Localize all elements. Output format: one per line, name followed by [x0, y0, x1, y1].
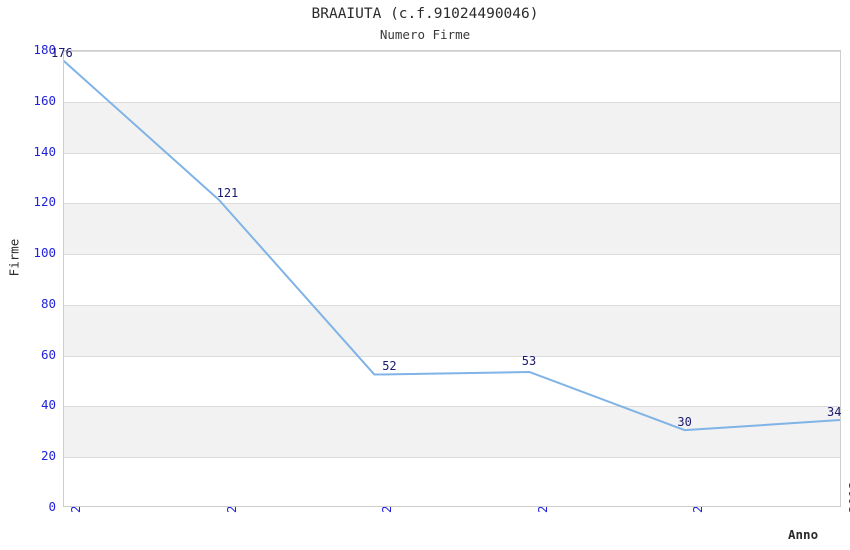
x-axis-title: Anno [788, 527, 819, 542]
grid-band [64, 203, 840, 255]
gridline [64, 152, 840, 154]
y-tick-label: 20 [40, 448, 56, 464]
y-tick-label: 60 [40, 346, 56, 362]
y-tick-label: 160 [33, 92, 56, 108]
data-point-label: 176 [51, 46, 73, 61]
data-point-label: 121 [216, 185, 239, 200]
grid-band [64, 406, 840, 458]
y-tick-label: 0 [48, 499, 56, 514]
grid-band [64, 101, 840, 153]
chart-title: BRAAIUTA (c.f.91024490046) [311, 6, 539, 22]
series-line [64, 60, 840, 432]
y-tick-label: 80 [40, 295, 56, 311]
grid-band [64, 304, 840, 356]
data-point-label: 52 [382, 358, 397, 373]
y-tick-label: 40 [40, 397, 56, 413]
series-polyline [64, 60, 840, 432]
gridline [64, 101, 840, 103]
gridline [64, 457, 840, 459]
gridline [64, 355, 840, 357]
gridline [64, 304, 840, 306]
y-tick-label: 180 [33, 42, 56, 57]
y-tick-label: 100 [33, 245, 56, 261]
chart-subtitle: Numero Firme [379, 27, 471, 42]
data-point-label: 34 [827, 404, 842, 419]
gridline [64, 203, 840, 205]
gridline [64, 254, 840, 256]
y-tick-label: 140 [33, 143, 56, 159]
y-tick-label: 120 [33, 194, 56, 210]
gridline [64, 406, 840, 408]
x-tick-label: 2013 [846, 480, 850, 513]
plot-inner [64, 51, 840, 506]
data-point-label: 53 [521, 354, 537, 369]
data-point-label: 30 [677, 414, 692, 429]
plot-area [63, 50, 841, 507]
gridline [64, 51, 840, 52]
